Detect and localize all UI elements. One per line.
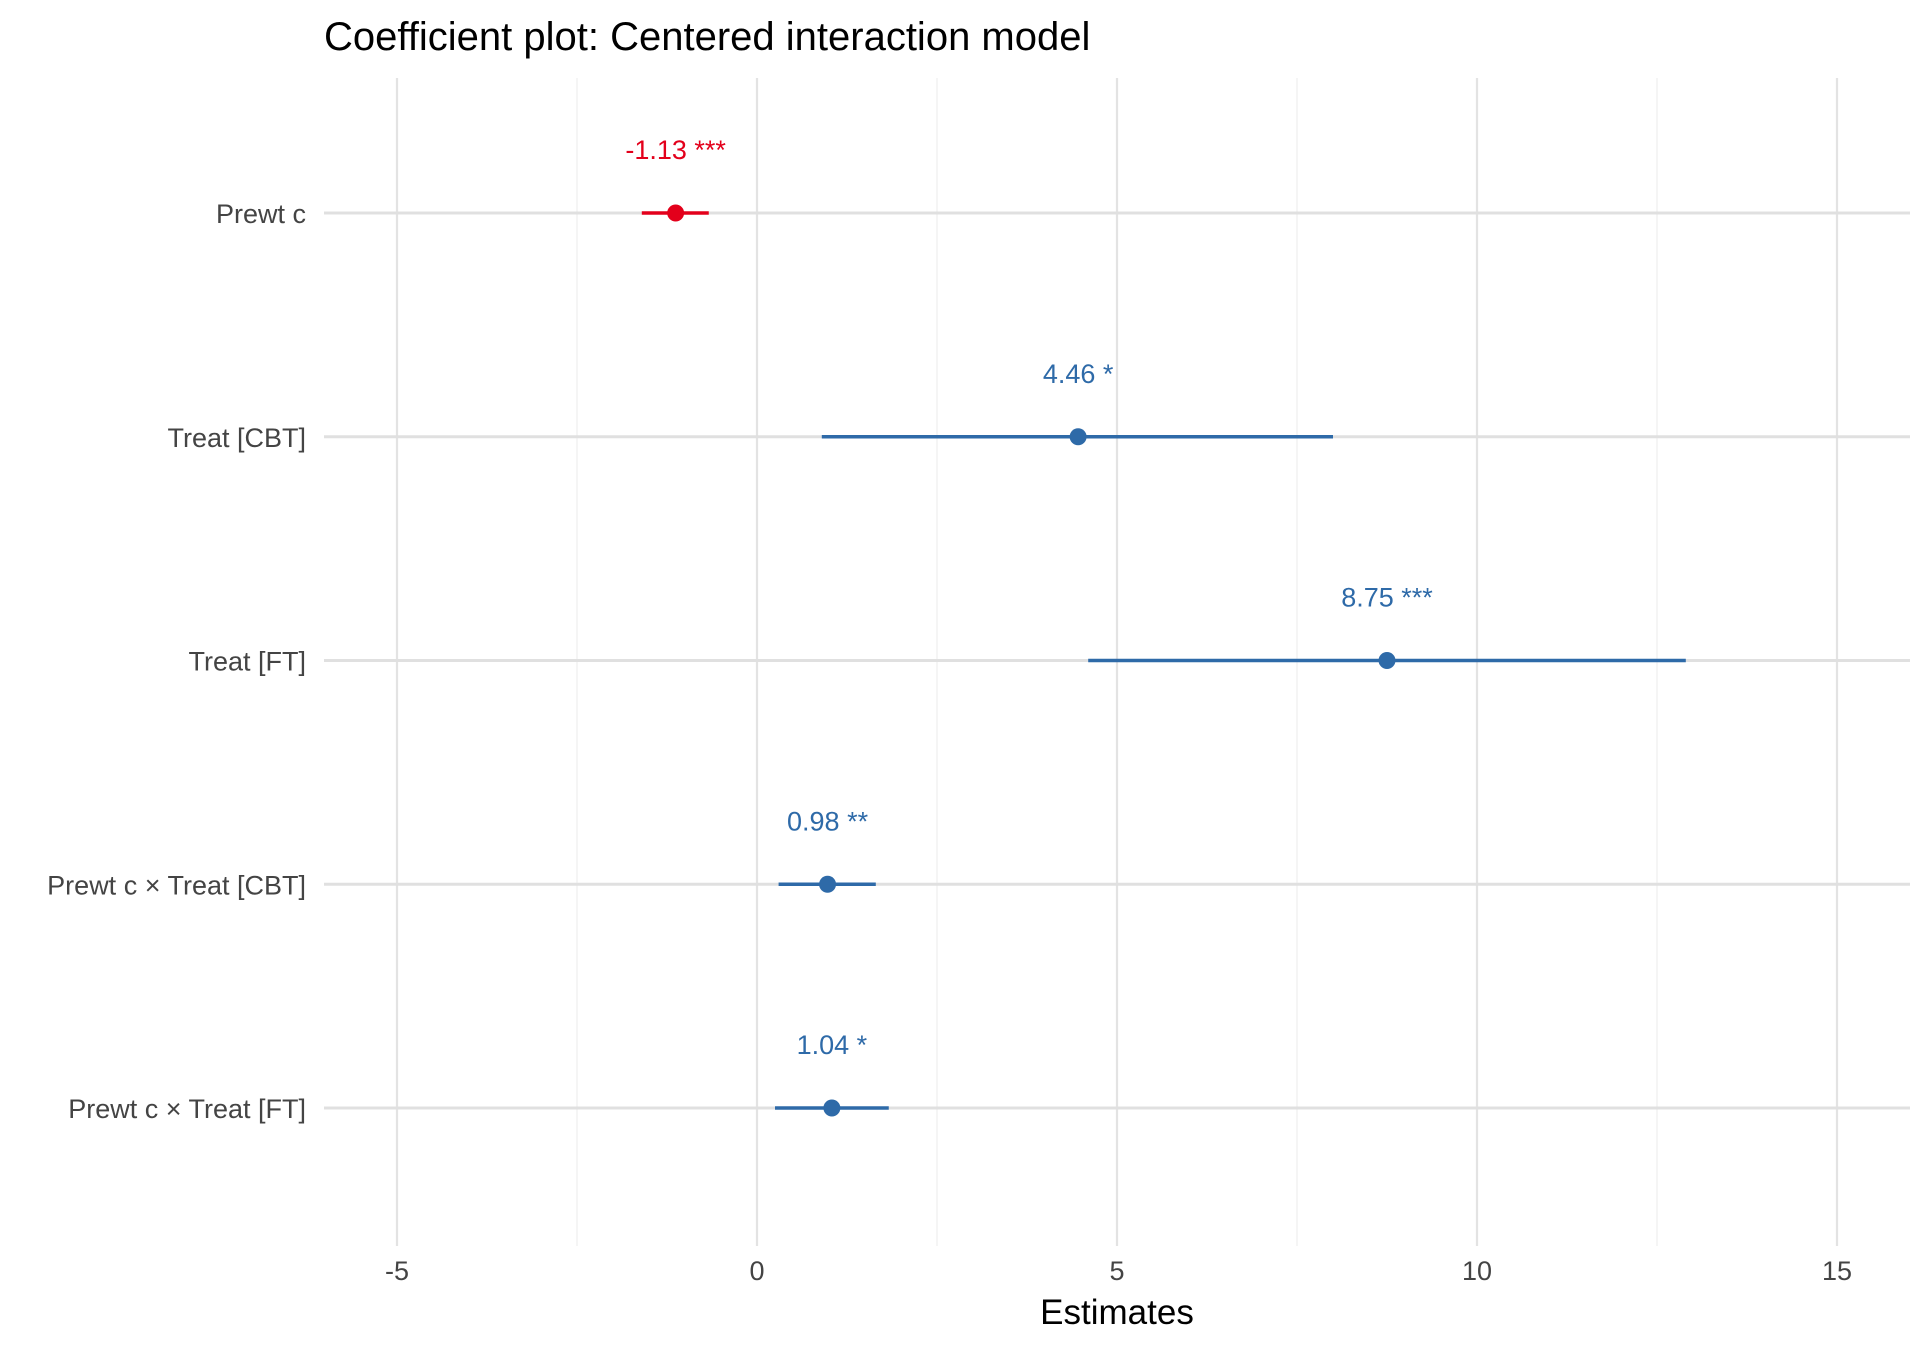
value-label: 4.46 * [1043,359,1114,389]
value-label: 1.04 * [797,1030,868,1060]
x-axis-label: Estimates [1040,1293,1194,1332]
estimate-point [819,875,837,893]
marks-layer: -1.13 *** 4.46 * 8.75 *** 0.98 ** 1.04 * [625,135,1686,1117]
estimate-point [667,204,685,222]
x-tick-label: 5 [1109,1256,1124,1286]
y-tick-label: Prewt c × Treat [CBT] [47,870,306,900]
y-tick-label: Treat [CBT] [167,423,306,453]
value-label: 0.98 ** [787,806,869,836]
chart-title: Coefficient plot: Centered interaction m… [324,15,1090,59]
value-label: 8.75 *** [1341,583,1433,613]
estimate-point [1378,652,1396,669]
y-tick-label: Prewt c [216,199,306,229]
estimate-point [1069,428,1087,446]
estimate-point [823,1099,841,1117]
y-tick-label: Prewt c × Treat [FT] [68,1094,306,1124]
value-label: -1.13 *** [625,135,726,165]
x-tick-label: -5 [385,1256,409,1286]
x-tick-label: 15 [1822,1256,1852,1286]
axis-layer: -5 0 5 10 15 Prewt c Treat [CBT] Treat [FT] Prew… [47,199,1852,1286]
x-tick-label: 10 [1462,1256,1492,1286]
x-tick-label: 0 [749,1256,764,1286]
y-tick-label: Treat [FT] [188,647,306,677]
